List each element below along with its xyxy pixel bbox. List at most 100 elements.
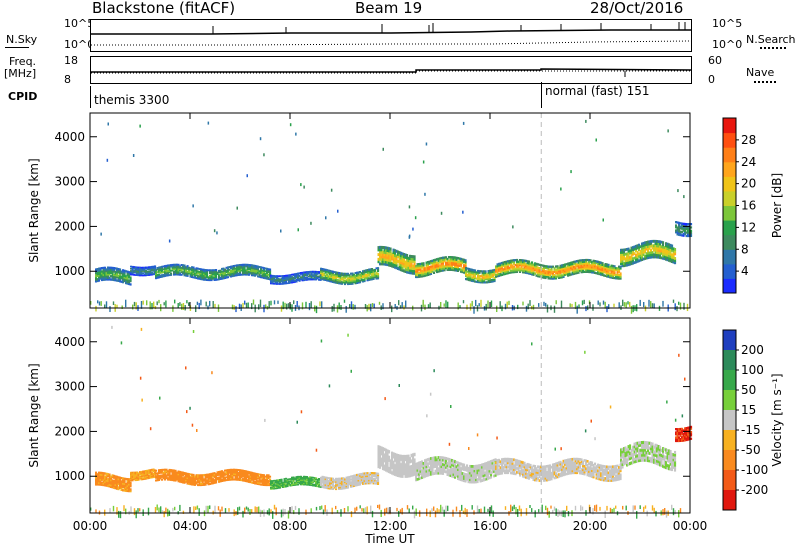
echo-cell <box>116 477 119 480</box>
echo-cell <box>632 305 634 313</box>
echo-cell <box>309 480 312 483</box>
echo-cell <box>200 479 203 482</box>
echo-cell <box>216 476 219 479</box>
echo-cell <box>99 478 102 481</box>
echo-cell <box>504 269 507 272</box>
echo-cell <box>233 272 236 274</box>
echo-cell <box>236 272 239 275</box>
echo-cell <box>360 477 363 480</box>
echo-cell <box>620 251 623 254</box>
echo-cell <box>102 270 105 273</box>
echo-cell <box>236 265 239 268</box>
echo-cell <box>204 482 207 485</box>
echo-cell <box>218 275 221 278</box>
echo-cell <box>227 470 230 473</box>
echo-cell <box>403 460 406 464</box>
echo-cell <box>502 263 505 266</box>
echo-cell <box>102 276 105 280</box>
echo-cell <box>607 268 610 272</box>
beam-title: Beam 19 <box>355 0 423 17</box>
echo-cell <box>140 270 143 272</box>
echo-cell <box>498 264 501 267</box>
echo-cell <box>583 265 586 268</box>
echo-cell <box>347 485 350 488</box>
echo-cell <box>186 272 189 275</box>
echo-cell <box>570 273 573 276</box>
echo-cell <box>662 256 665 260</box>
echo-cell <box>129 481 132 484</box>
echo-cell <box>374 270 377 273</box>
echo-cell <box>522 271 525 274</box>
echo-cell <box>388 258 391 262</box>
echo-cell <box>493 276 496 279</box>
echo-cell <box>682 227 685 230</box>
echo-cell <box>546 304 549 313</box>
echo-cell <box>304 274 307 277</box>
echo-cell <box>388 251 391 255</box>
echo-cell <box>327 485 330 488</box>
echo-cell <box>644 250 647 254</box>
echo-cell <box>297 277 300 279</box>
echo-cell <box>148 268 151 271</box>
echo-cell <box>413 458 416 462</box>
echo-cell <box>192 267 195 270</box>
echo-cell <box>648 253 651 257</box>
echo-cell <box>421 269 424 273</box>
echo-cell <box>505 272 508 275</box>
echo-cell <box>143 473 146 476</box>
echo-cell <box>449 261 452 264</box>
echo-cell <box>218 476 221 479</box>
freq-panel <box>90 56 692 84</box>
echo-cell <box>297 279 300 281</box>
echo-cell <box>410 259 413 263</box>
echo-cell <box>336 485 339 488</box>
echo-cell <box>215 480 218 483</box>
echo-cell <box>185 274 188 277</box>
echo-cell <box>486 274 489 278</box>
echo-cell <box>231 265 234 268</box>
echo-cell <box>207 483 210 486</box>
echo-cell <box>315 305 318 314</box>
echo-cell <box>261 272 264 275</box>
echo-cell <box>606 268 609 271</box>
echo-cell <box>464 468 467 472</box>
echo-cell <box>641 253 644 257</box>
echo-cell <box>449 471 452 475</box>
echo-cell <box>571 261 574 264</box>
echo-cell <box>407 457 410 461</box>
echo-cell <box>404 255 407 259</box>
echo-cell <box>345 274 348 277</box>
echo-cell <box>310 478 313 481</box>
echo-cell <box>209 473 212 476</box>
echo-cell <box>198 475 201 478</box>
echo-cell <box>165 267 168 270</box>
echo-cell <box>176 473 179 475</box>
echo-cell <box>99 267 102 270</box>
echo-cell <box>142 475 145 477</box>
echo-cell <box>357 477 360 480</box>
echo-cell <box>601 270 604 273</box>
echo-cell <box>204 273 207 276</box>
echo-cell <box>519 260 522 263</box>
echo-cell <box>386 460 389 464</box>
echo-cell <box>285 275 288 278</box>
echo-cell <box>594 263 597 266</box>
echo-cell <box>454 473 457 477</box>
echo-cell <box>467 469 470 472</box>
echo-cell <box>363 269 366 272</box>
echo-cell <box>192 482 195 485</box>
echo-cell <box>588 267 591 270</box>
echo-cell <box>96 278 99 281</box>
echo-cell <box>167 274 170 277</box>
echo-cell <box>126 479 129 482</box>
echo-cell <box>297 477 300 479</box>
echo-cell <box>267 278 270 280</box>
echo-cell <box>177 268 180 270</box>
echo-cell <box>363 274 366 277</box>
echo-cell <box>668 245 671 249</box>
echo-cell <box>324 482 327 485</box>
echo-cell <box>351 279 354 282</box>
echo-cell <box>359 271 362 274</box>
echo-cell <box>341 281 344 284</box>
echo-cell <box>368 482 371 485</box>
